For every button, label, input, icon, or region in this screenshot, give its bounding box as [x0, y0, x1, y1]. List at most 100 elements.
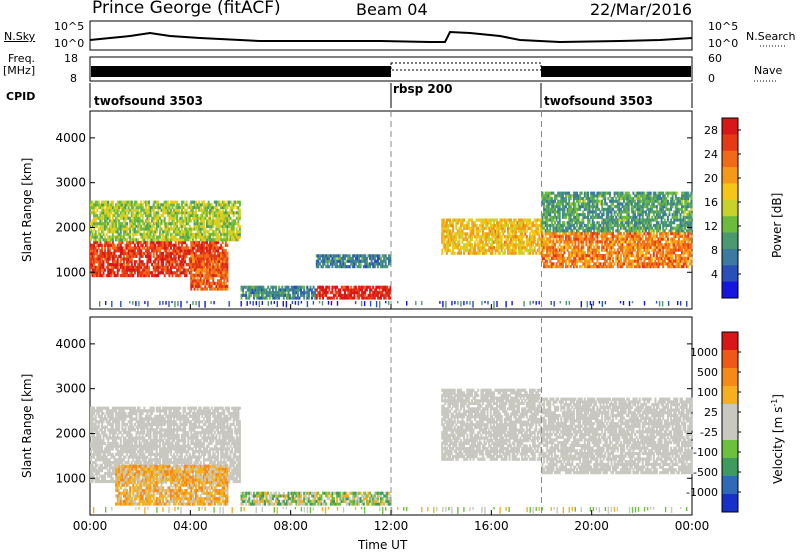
scatter-cell: [107, 246, 110, 250]
scatter-cell: [91, 263, 94, 267]
scatter-cell: [329, 296, 332, 300]
scatter-cell: [91, 251, 94, 256]
scatter-cell: [160, 257, 163, 261]
scatter-cell: [234, 219, 237, 223]
scatter-cell: [602, 262, 605, 266]
scatter-cell: [223, 222, 226, 226]
scatter-cell: [110, 203, 113, 207]
scatter-cell: [154, 268, 157, 272]
scatter-cell: [541, 254, 544, 258]
scatter-cell: [135, 200, 138, 204]
scatter-cell: [286, 288, 288, 292]
scatter-cell: [174, 271, 177, 275]
scatter-cell: [626, 265, 629, 269]
scatter-cell: [220, 284, 223, 288]
scatter-cell: [218, 235, 221, 239]
scatter-cell: [185, 251, 188, 256]
scatter-cell: [188, 232, 191, 236]
scatter-cell: [663, 237, 666, 241]
scatter-cell: [518, 224, 520, 228]
scatter-cell: [209, 273, 212, 277]
scatter-cell: [160, 246, 163, 250]
scatter-cell: [207, 232, 210, 236]
scatter-cell: [461, 229, 464, 233]
scatter-cell: [549, 194, 552, 198]
scatter-cell: [671, 237, 674, 241]
scatter-cell: [375, 288, 378, 292]
scatter-cell: [655, 251, 658, 255]
scatter-cell: [503, 240, 506, 244]
scatter-cell: [207, 246, 210, 250]
scatter-cell: [339, 293, 342, 297]
scatter-cell: [339, 288, 342, 292]
scatter-cell: [204, 230, 207, 234]
scatter-cell: [607, 243, 610, 247]
scatter-cell: [320, 254, 323, 258]
scatter-cell: [107, 263, 110, 267]
scatter-cell: [561, 262, 564, 266]
scatter-cell: [213, 238, 216, 242]
scatter-cell: [265, 288, 268, 292]
scatter-cell: [187, 219, 190, 223]
scatter-cell: [612, 234, 614, 238]
scatter-cell: [165, 268, 168, 272]
scatter-cell: [268, 296, 271, 300]
scatter-cell: [127, 208, 130, 212]
scatter-cell: [110, 230, 113, 234]
scatter-cell: [587, 254, 589, 258]
scatter-cell: [140, 219, 143, 223]
scatter-cell: [130, 260, 133, 264]
scatter-cell: [196, 235, 199, 239]
scatter-cell: [491, 218, 494, 222]
scatter-cell: [688, 232, 691, 236]
scatter-cell: [177, 274, 180, 278]
scatter-cell: [381, 262, 384, 266]
scatter-cell: [129, 238, 132, 242]
scatter-cell: [115, 219, 118, 223]
scatter-cell: [629, 240, 632, 244]
scatter-cell: [130, 268, 133, 272]
scatter-cell: [475, 243, 478, 247]
scatter-cell: [223, 276, 226, 280]
scatter-cell: [201, 268, 204, 272]
nsearch-tick-low: 10^0: [708, 37, 739, 50]
scatter-cell: [518, 240, 520, 244]
scatter-cell: [521, 251, 524, 255]
scatter-cell: [177, 254, 180, 258]
scatter-cell: [491, 243, 494, 247]
scatter-cell: [201, 211, 204, 215]
scatter-cell: [127, 232, 130, 236]
scatter-cell: [121, 265, 124, 269]
scatter-cell: [130, 200, 133, 204]
scatter-cell: [674, 232, 677, 236]
scatter-cell: [190, 251, 193, 256]
scatter-cell: [511, 251, 514, 255]
scatter-cell: [118, 268, 121, 272]
scatter-cell: [260, 296, 263, 300]
scatter-cell: [560, 262, 563, 266]
scatter-cell: [558, 243, 561, 247]
scatter-cell: [287, 293, 290, 297]
scatter-cell: [621, 243, 624, 247]
scatter-cell: [163, 216, 166, 220]
scatter-cell: [619, 254, 622, 258]
scatter-cell: [199, 254, 202, 258]
nsky-tick-low: 10^0: [54, 37, 85, 50]
scatter-cell: [489, 251, 492, 255]
scatter-cell: [163, 230, 166, 234]
scatter-cell: [168, 274, 171, 278]
scatter-cell: [621, 237, 624, 241]
scatter-cell: [442, 240, 445, 244]
scatter-cell: [687, 265, 690, 269]
scatter-cell: [151, 274, 154, 278]
scatter-cell: [196, 214, 199, 218]
scatter-cell: [177, 203, 180, 207]
scatter-cell: [337, 288, 340, 292]
scatter-cell: [521, 235, 524, 239]
scatter-cell: [386, 293, 389, 297]
scatter-cell: [202, 287, 205, 291]
scatter-cell: [121, 235, 124, 239]
scatter-cell: [155, 249, 158, 253]
scatter-cell: [469, 240, 472, 244]
scatter-cell: [546, 251, 549, 255]
